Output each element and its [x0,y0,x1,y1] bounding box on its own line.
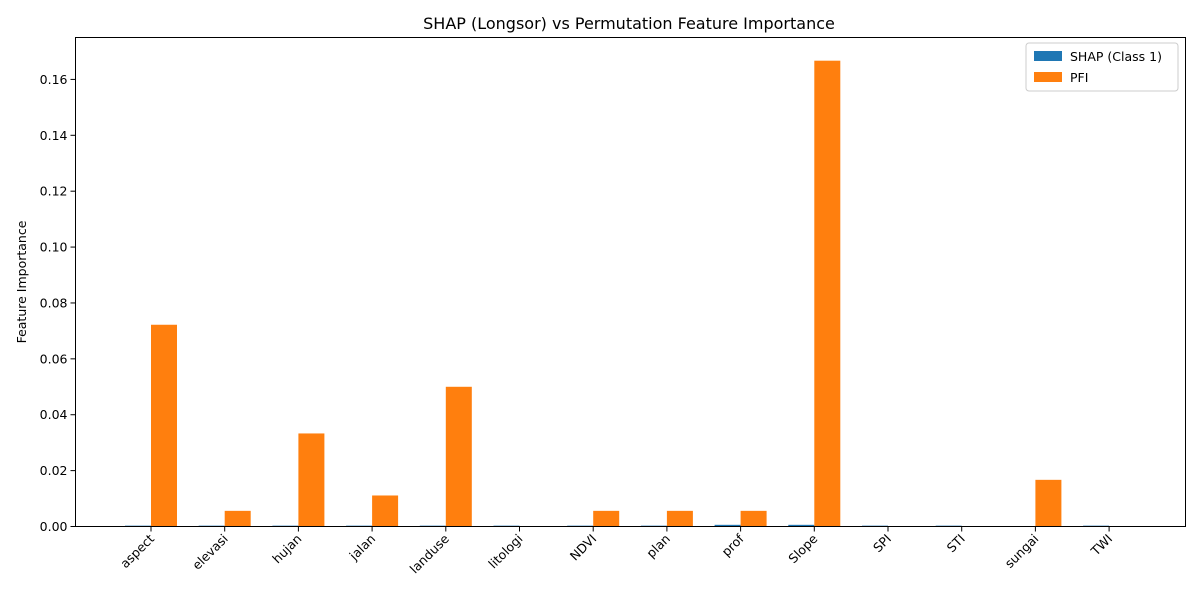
y-tick-label: 0.12 [40,184,68,199]
x-tick-label: SPI [870,531,894,555]
bar-pfi-jalan [372,495,399,527]
y-tick-label: 0.14 [40,128,68,143]
plot-frame [75,37,1186,527]
legend: SHAP (Class 1) PFI [1025,42,1179,92]
x-tick-label: elevasi [189,531,231,573]
bar-pfi-hujan [298,433,325,527]
bar-pfi-landuse [445,386,472,527]
y-tick-label: 0.10 [40,240,68,255]
x-tick-label: prof [719,531,748,560]
x-tick-label: sungai [1002,531,1042,571]
bar-shap-prof [714,524,741,527]
y-axis-label: Feature Importance [14,220,29,343]
x-tick-label: Slope [785,531,820,566]
chart-title: SHAP (Longsor) vs Permutation Feature Im… [423,14,835,33]
y-tick-label: 0.08 [40,295,68,310]
x-tick-label: TWI [1087,531,1115,559]
y-tick-label: 0.00 [40,519,68,534]
x-tick-label: jalan [346,531,379,564]
y-tick-label: 0.02 [40,463,68,478]
legend-label: SHAP (Class 1) [1070,49,1162,64]
x-tick-label: hujan [269,531,304,566]
y-axis: 0.00 0.02 0.04 0.06 0.08 0.10 0.12 0.14 0.16 [40,72,76,534]
x-axis: aspect elevasi hujan jalan landuse litologi ND… [117,526,1115,577]
legend-label: PFI [1070,70,1088,85]
bar-pfi-aspect [151,324,177,527]
x-tick-label: plan [643,531,673,561]
x-tick-label: aspect [117,531,157,571]
bar-shap-slope [788,524,815,527]
bar-pfi-plan [666,510,693,527]
x-tick-label: litologi [485,531,525,571]
x-tick-label: landuse [407,531,453,577]
legend-box [1025,42,1179,92]
bar-pfi-prof [740,510,767,527]
x-tick-label: STI [944,531,968,555]
bar-pfi-sungai [1035,479,1062,527]
legend-swatch [1034,51,1062,61]
y-tick-label: 0.04 [40,407,68,422]
y-tick-label: 0.06 [40,351,68,366]
bar-pfi-ndvi [593,510,620,527]
bar-pfi-elevasi [224,510,251,527]
x-tick-label: NDVI [567,531,600,564]
bars-layer [125,60,1110,527]
legend-swatch [1034,72,1062,82]
bar-pfi-slope [814,60,841,527]
y-tick-label: 0.16 [40,72,68,87]
